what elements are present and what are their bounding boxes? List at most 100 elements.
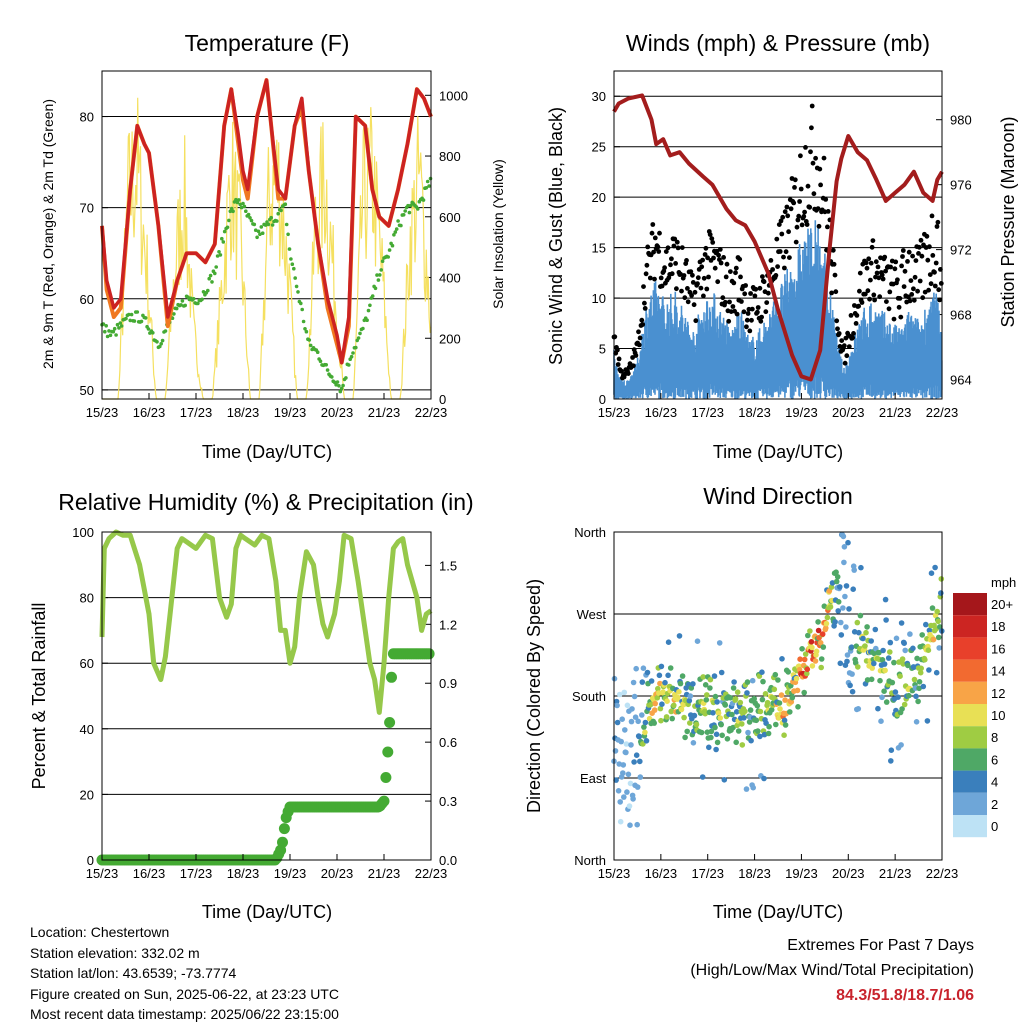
gust-point bbox=[681, 273, 687, 278]
direction-point bbox=[622, 727, 628, 733]
wind-xtick-label: 19/23 bbox=[785, 405, 818, 420]
gust-point bbox=[760, 274, 765, 279]
direction-point bbox=[618, 738, 624, 745]
dewpoint-point bbox=[376, 278, 381, 282]
direction-point bbox=[630, 679, 637, 686]
direction-point bbox=[804, 670, 810, 677]
dewpoint-point bbox=[135, 310, 140, 314]
gust-point bbox=[934, 224, 940, 229]
direction-point bbox=[848, 644, 855, 650]
dewpoint-point bbox=[390, 243, 395, 248]
direction-point bbox=[660, 689, 666, 695]
dewpoint-point bbox=[416, 207, 420, 211]
direction-point bbox=[935, 634, 942, 641]
precip-y2tick-label: 0.6 bbox=[439, 735, 457, 750]
gust-point bbox=[825, 224, 830, 230]
gust-point bbox=[913, 258, 919, 263]
direction-point bbox=[714, 739, 721, 746]
dewpoint-point bbox=[237, 198, 241, 202]
direction-point bbox=[838, 632, 845, 638]
direction-point bbox=[841, 559, 847, 566]
gust-point bbox=[829, 290, 834, 296]
speed-legend-swatch bbox=[953, 704, 987, 727]
dewpoint-point bbox=[287, 247, 292, 251]
direction-point bbox=[635, 718, 641, 725]
dewpoint-point bbox=[366, 308, 371, 313]
dewpoint-point bbox=[344, 376, 348, 380]
direction-point bbox=[879, 694, 885, 701]
direction-point bbox=[762, 691, 769, 697]
direction-ytick-label: South bbox=[572, 689, 606, 704]
gust-point bbox=[884, 299, 889, 304]
dewpoint-point bbox=[269, 215, 274, 220]
dewpoint-point bbox=[158, 344, 162, 349]
direction-point bbox=[702, 682, 709, 688]
direction-point bbox=[776, 700, 783, 706]
direction-point bbox=[706, 744, 712, 751]
gust-point bbox=[854, 313, 860, 318]
dewpoint-point bbox=[286, 232, 290, 237]
direction-point bbox=[751, 695, 757, 702]
direction-point bbox=[926, 627, 933, 634]
gust-point bbox=[835, 326, 840, 332]
direction-point bbox=[804, 666, 811, 673]
humidity-xlabel: Time (Day/UTC) bbox=[202, 902, 332, 922]
dir-xtick-label: 21/23 bbox=[879, 866, 912, 881]
direction-point bbox=[924, 718, 931, 724]
dewpoint-point bbox=[379, 268, 384, 272]
gust-point bbox=[815, 206, 821, 212]
pressure-line bbox=[612, 93, 944, 382]
direction-xlabel: Time (Day/UTC) bbox=[713, 902, 843, 922]
temp2m-line bbox=[100, 78, 433, 365]
direction-point bbox=[913, 719, 920, 725]
direction-point bbox=[755, 728, 761, 734]
humidity-ylabel: Percent & Total Rainfall bbox=[29, 603, 49, 790]
gust-point bbox=[871, 292, 877, 298]
gust-point bbox=[841, 343, 847, 349]
dewpoint-point bbox=[151, 331, 155, 335]
direction-point bbox=[615, 788, 622, 794]
dewpoint-point bbox=[294, 284, 299, 289]
direction-point bbox=[677, 680, 684, 687]
rh-xtick-label: 18/23 bbox=[227, 866, 260, 881]
direction-point bbox=[934, 608, 940, 615]
dewpoint-point bbox=[380, 259, 385, 264]
gust-point bbox=[642, 306, 648, 311]
dewpoint-point bbox=[399, 223, 403, 228]
gust-point bbox=[895, 277, 900, 283]
direction-point bbox=[690, 681, 696, 687]
direction-point bbox=[837, 584, 843, 590]
gust-point bbox=[877, 294, 883, 300]
gust-point bbox=[757, 285, 763, 291]
gust-point bbox=[763, 309, 769, 315]
dewpoint-point bbox=[347, 363, 351, 367]
direction-point bbox=[741, 715, 747, 721]
direction-point bbox=[919, 632, 925, 638]
direction-point bbox=[835, 608, 841, 614]
direction-point bbox=[621, 794, 627, 800]
dewpoint-point bbox=[335, 380, 340, 384]
gust-point bbox=[901, 284, 907, 289]
dewpoint-point bbox=[128, 318, 132, 323]
direction-point bbox=[938, 576, 945, 582]
direction-point bbox=[620, 770, 626, 776]
direction-point bbox=[663, 714, 670, 720]
gust-point bbox=[744, 317, 750, 323]
gust-point bbox=[792, 177, 798, 183]
direction-point bbox=[812, 658, 819, 664]
gust-point bbox=[851, 331, 856, 336]
gust-point bbox=[718, 260, 724, 266]
dewpoint-point bbox=[425, 179, 430, 184]
dewpoint-point bbox=[218, 253, 223, 257]
gust-point bbox=[938, 281, 944, 286]
dewpoint-point bbox=[301, 319, 306, 324]
gust-point bbox=[745, 311, 751, 316]
gust-point bbox=[783, 249, 789, 255]
dewpoint-point bbox=[180, 299, 185, 303]
dewpoint-point bbox=[207, 276, 211, 281]
gust-point bbox=[787, 255, 792, 260]
solar-y2tick-label: 800 bbox=[439, 149, 461, 164]
direction-point bbox=[897, 673, 903, 679]
gust-point bbox=[742, 291, 748, 297]
direction-point bbox=[891, 659, 897, 666]
